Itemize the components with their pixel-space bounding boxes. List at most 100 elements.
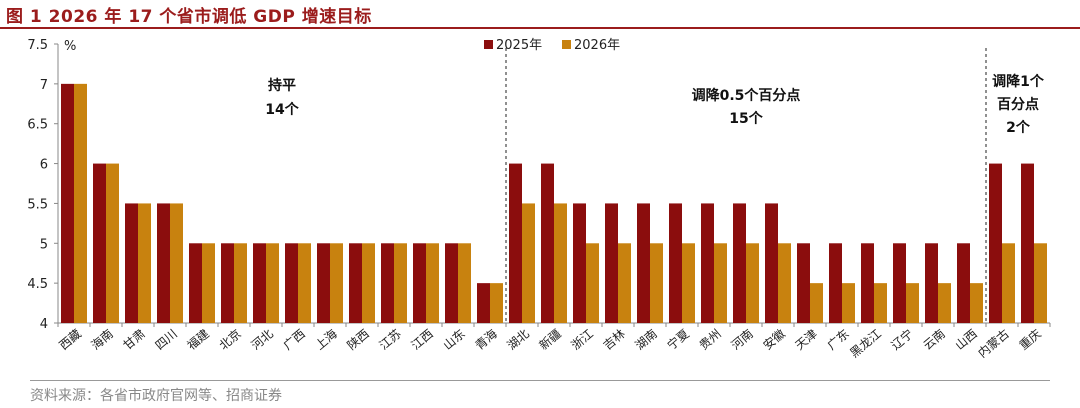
legend-label-2026: 2026年 xyxy=(574,38,620,53)
bar-2026 xyxy=(970,283,983,323)
bar-2026 xyxy=(810,283,823,323)
x-category-label: 西藏 xyxy=(57,327,84,353)
bar-2026 xyxy=(170,203,183,323)
bar-2026 xyxy=(746,243,759,323)
y-tick-label: 7 xyxy=(40,78,48,93)
bar-2026 xyxy=(650,243,663,323)
x-category-label: 广西 xyxy=(281,327,308,353)
bar-2026 xyxy=(138,203,151,323)
bar-2025 xyxy=(733,203,746,323)
legend-swatch-2026 xyxy=(562,40,571,49)
x-category-label: 宁夏 xyxy=(664,326,692,353)
bar-2026 xyxy=(74,83,87,323)
group-annotation-label: 调降0.5个百分点 xyxy=(692,87,801,104)
bar-2025 xyxy=(861,243,874,323)
x-category-label: 安徽 xyxy=(760,326,788,353)
y-tick-label: 4.5 xyxy=(27,277,48,292)
figure-title: 图 1 2026 年 17 个省市调低 GDP 增速目标 xyxy=(6,7,372,27)
x-category-label: 湖南 xyxy=(632,326,660,353)
x-category-label: 河南 xyxy=(728,326,756,353)
x-category-label: 辽宁 xyxy=(888,326,916,353)
bar-2025 xyxy=(93,163,106,323)
bar-2026 xyxy=(426,243,439,323)
bar-2026 xyxy=(234,243,247,323)
group-annotation-label: 14个 xyxy=(265,101,299,118)
bar-2026 xyxy=(330,243,343,323)
bar-2026 xyxy=(490,283,503,323)
bar-2026 xyxy=(106,163,119,323)
x-category-label: 陕西 xyxy=(344,326,372,353)
bar-2025 xyxy=(61,83,74,323)
bar-2025 xyxy=(445,243,458,323)
group-annotation-label: 持平 xyxy=(268,77,296,94)
bar-2026 xyxy=(1034,243,1047,323)
bar-2025 xyxy=(637,203,650,323)
source-divider xyxy=(30,380,1050,381)
bar-2025 xyxy=(157,203,170,323)
bar-2026 xyxy=(394,243,407,323)
x-category-label: 福建 xyxy=(184,326,212,353)
bar-2025 xyxy=(829,243,842,323)
x-category-label: 青海 xyxy=(472,326,500,353)
title-underline xyxy=(0,27,1080,29)
bar-2026 xyxy=(906,283,919,323)
bar-2026 xyxy=(778,243,791,323)
gdp-target-bar-chart: 4 4.5 5 5.5 6 6.5 7 7.5 % 西藏 海南 甘肃 四川 福建 北京 河北 广西 上海 陕西 江苏江… xyxy=(27,38,1051,361)
bar-2025 xyxy=(765,203,778,323)
bar-2025 xyxy=(477,283,490,323)
y-tick-label: 7.5 xyxy=(27,38,48,53)
group-annotation-label: 调降1个 xyxy=(992,73,1045,90)
y-tick-label: 6 xyxy=(40,158,48,173)
x-category-label: 贵州 xyxy=(697,327,724,353)
bar-2026 xyxy=(362,243,375,323)
x-category-label: 四川 xyxy=(153,327,180,353)
bar-2025 xyxy=(957,243,970,323)
bar-2026 xyxy=(618,243,631,323)
bar-2026 xyxy=(202,243,215,323)
bar-2025 xyxy=(925,243,938,323)
x-category-label: 北京 xyxy=(217,327,244,353)
x-category-label: 黑龙江 xyxy=(847,327,884,361)
bar-2025 xyxy=(605,203,618,323)
bar-2025 xyxy=(381,243,394,323)
bar-2025 xyxy=(573,203,586,323)
bar-2026 xyxy=(522,203,535,323)
x-category-label: 浙江 xyxy=(569,327,596,353)
x-category-label: 甘肃 xyxy=(121,327,148,353)
bar-2025 xyxy=(701,203,714,323)
x-category-label: 山东 xyxy=(441,327,468,353)
y-tick-label: 4 xyxy=(40,317,48,332)
bar-2026 xyxy=(458,243,471,323)
x-category-label: 内蒙古 xyxy=(975,326,1012,361)
group-annotation-label: 2个 xyxy=(1006,119,1031,136)
bar-2026 xyxy=(938,283,951,323)
y-tick-label: 5 xyxy=(40,237,48,252)
x-category-label: 江西 xyxy=(409,327,436,353)
bar-2025 xyxy=(413,243,426,323)
bar-2026 xyxy=(1002,243,1015,323)
bar-2025 xyxy=(989,163,1002,323)
bar-2026 xyxy=(554,203,567,323)
bar-2025 xyxy=(509,163,522,323)
y-tick-label: 5.5 xyxy=(27,197,48,212)
group-annotation-label: 15个 xyxy=(729,110,763,127)
bar-2025 xyxy=(253,243,266,323)
x-category-label: 河北 xyxy=(249,327,276,353)
bar-2025 xyxy=(285,243,298,323)
bar-2025 xyxy=(317,243,330,323)
legend-swatch-2025 xyxy=(484,40,493,49)
group-annotation-label: 百分点 xyxy=(997,96,1039,113)
bar-2025 xyxy=(189,243,202,323)
x-category-label: 天津 xyxy=(793,327,820,353)
x-category-label: 江苏 xyxy=(377,327,404,353)
y-tick-label: 6.5 xyxy=(27,118,48,133)
x-category-label: 上海 xyxy=(312,326,340,353)
bar-2026 xyxy=(842,283,855,323)
bar-2025 xyxy=(893,243,906,323)
legend-label-2025: 2025年 xyxy=(496,38,542,53)
x-category-label: 云南 xyxy=(920,326,948,353)
y-unit-label: % xyxy=(64,39,76,54)
bar-2026 xyxy=(298,243,311,323)
bar-2026 xyxy=(586,243,599,323)
bar-2025 xyxy=(797,243,810,323)
